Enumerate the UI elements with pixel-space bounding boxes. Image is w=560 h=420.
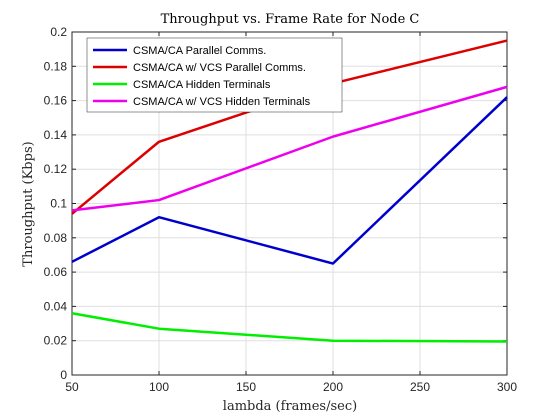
y-tick-label: 0 <box>60 368 67 382</box>
x-tick-label: 50 <box>65 380 79 394</box>
series-line-3 <box>71 312 508 343</box>
y-tick-label: 0.14 <box>44 128 68 142</box>
y-tick-label: 0.12 <box>44 162 68 176</box>
y-tick-label: 0.1 <box>50 197 67 211</box>
legend-box <box>86 37 343 113</box>
chart-title: Throughput vs. Frame Rate for Node C <box>161 12 420 27</box>
legend-label-1: CSMA/CA Parallel Comms. <box>133 45 266 57</box>
x-axis-label: lambda (frames/sec) <box>223 399 357 414</box>
x-tick-label: 250 <box>410 380 430 394</box>
axis-ticks: 50 100 150 200 250 300 0 0.02 0.04 0.06 0.08 0.1 0.1… <box>44 25 518 394</box>
y-tick-label: 0.08 <box>44 231 68 245</box>
legend: CSMA/CA Parallel Comms. CSMA/CA w/ VCS Pa… <box>86 37 343 113</box>
series-layer <box>71 39 508 343</box>
y-axis-label: Throughput (Kbps) <box>21 141 36 266</box>
series-line-4 <box>71 85 508 212</box>
y-tick-label: 0.16 <box>44 94 68 108</box>
series-line-2 <box>71 39 508 215</box>
y-tick-label: 0.2 <box>50 25 67 39</box>
x-tick-label: 150 <box>236 380 256 394</box>
y-tick-label: 0.06 <box>44 265 68 279</box>
x-tick-label: 200 <box>323 380 343 394</box>
legend-label-4: CSMA/CA w/ VCS Hidden Terminals <box>133 96 311 108</box>
x-tick-label: 300 <box>497 380 517 394</box>
x-tick-label: 100 <box>149 380 169 394</box>
y-tick-label: 0.04 <box>44 299 68 313</box>
y-tick-label: 0.18 <box>44 59 68 73</box>
series-line-1 <box>71 96 508 265</box>
legend-label-3: CSMA/CA Hidden Terminals <box>133 79 271 91</box>
y-tick-label: 0.02 <box>44 334 68 348</box>
legend-label-2: CSMA/CA w/ VCS Parallel Comms. <box>133 62 306 74</box>
